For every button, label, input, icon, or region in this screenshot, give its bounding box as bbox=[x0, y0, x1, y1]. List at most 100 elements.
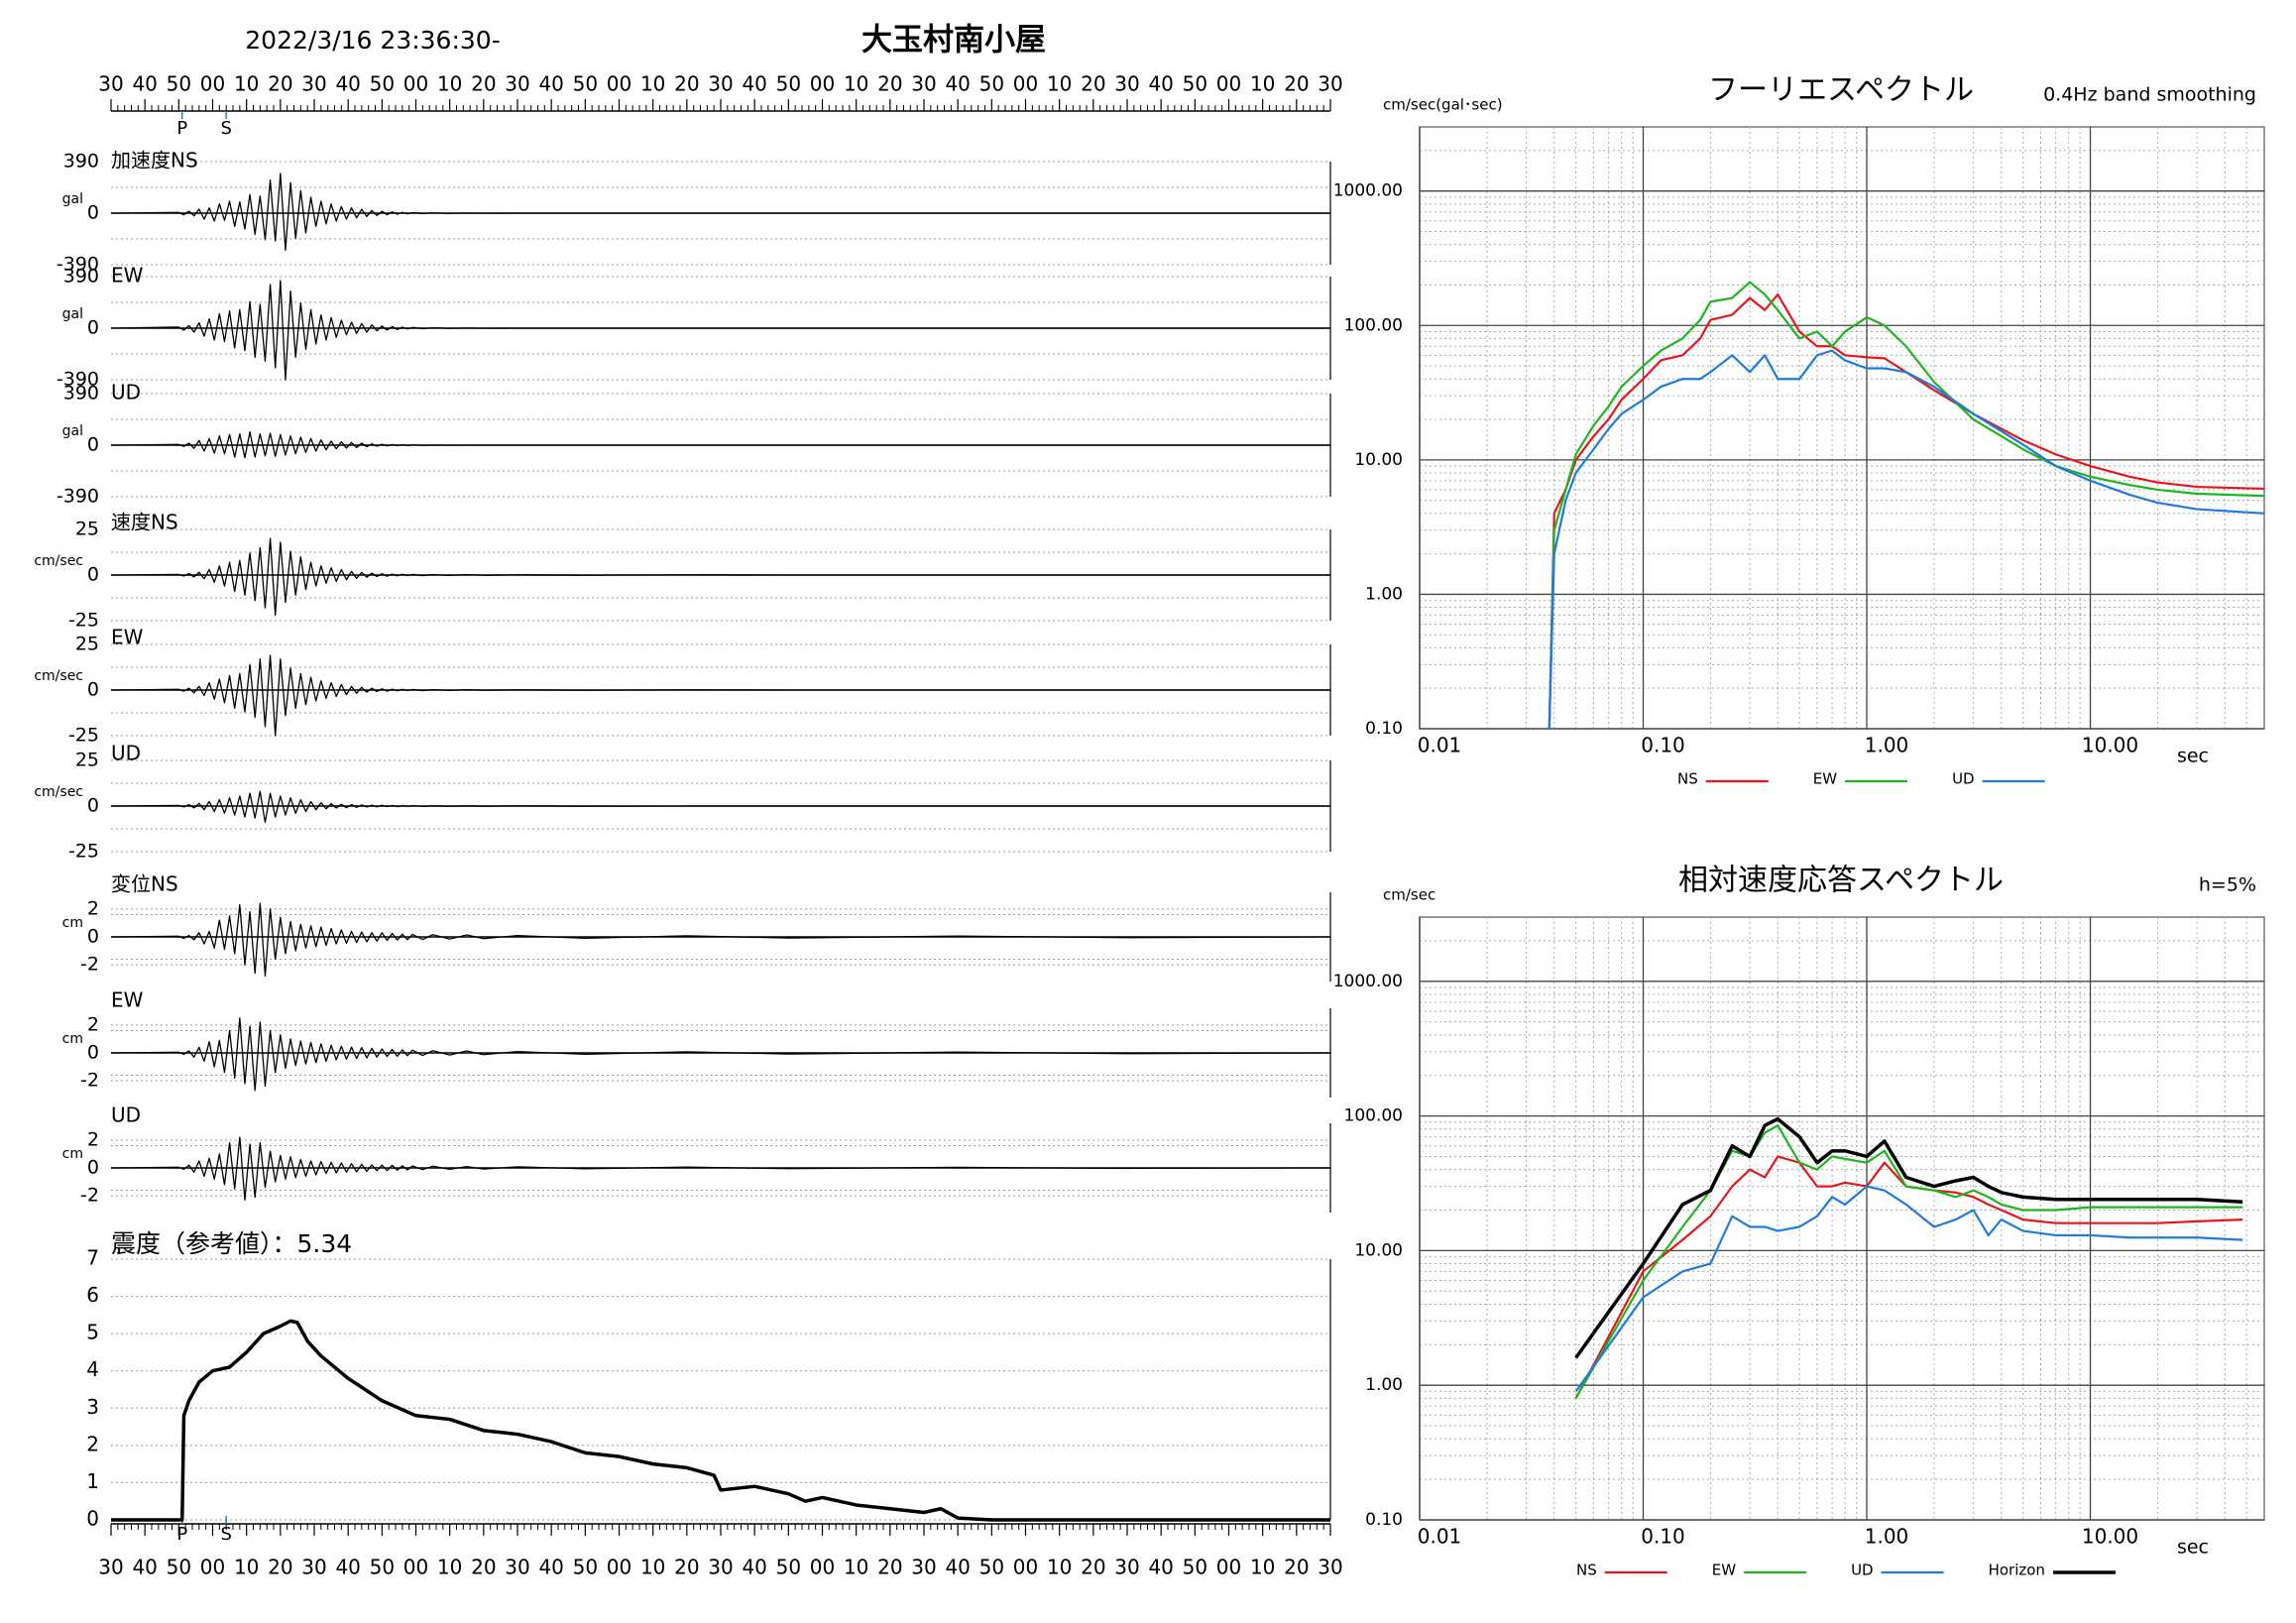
x-tick-label: 30 bbox=[505, 1556, 529, 1579]
x-tick-label: 50 bbox=[979, 1556, 1004, 1579]
y-tick-label: -25 bbox=[68, 610, 99, 632]
x-tick-label: 30 bbox=[911, 1556, 936, 1579]
x-tick-label: 50 bbox=[1183, 72, 1207, 96]
legend-label: UD bbox=[1851, 1562, 1874, 1579]
x-tick-label: 40 bbox=[1148, 72, 1173, 96]
waveform-trace bbox=[110, 790, 1330, 824]
x-tick-label: 50 bbox=[167, 72, 191, 96]
unit-label: cm/sec bbox=[34, 668, 83, 684]
legend-label: UD bbox=[1952, 770, 1975, 788]
y-tick-label: 0 bbox=[87, 926, 99, 948]
waveform-trace bbox=[110, 654, 1330, 737]
chart-title: 震度（参考値）：5.34 bbox=[111, 1229, 352, 1258]
x-tick-label: 40 bbox=[945, 1556, 970, 1579]
x-tick-label: 10 bbox=[640, 1556, 665, 1579]
x-tick-label: 10 bbox=[1250, 1556, 1275, 1579]
y-tick-label: -25 bbox=[68, 725, 99, 747]
x-tick-label: 50 bbox=[167, 1556, 191, 1579]
x-tick-label: 30 bbox=[1114, 72, 1139, 96]
y-tick-label: -390 bbox=[57, 369, 99, 391]
spectrum-line bbox=[1574, 1124, 2243, 1399]
x-tick-label: 40 bbox=[1148, 1556, 1173, 1579]
y-tick-label: 4 bbox=[86, 1357, 99, 1381]
legend-label: NS bbox=[1677, 770, 1698, 788]
x-tick-label: 00 bbox=[403, 1556, 428, 1579]
trace-name: EW bbox=[111, 988, 144, 1012]
x-tick-label: 00 bbox=[1216, 72, 1241, 96]
x-tick-label: 40 bbox=[538, 1556, 563, 1579]
y-tick-label: 390 bbox=[63, 383, 99, 405]
y-tick-label: -25 bbox=[68, 841, 99, 863]
chart-subtitle: 0.4Hz band smoothing bbox=[2043, 84, 2256, 106]
spectrum-line bbox=[1574, 1116, 2243, 1359]
y-tick-label: 0 bbox=[87, 434, 99, 456]
y-tick-label: 0 bbox=[86, 1507, 99, 1531]
y-tick-label: 10.00 bbox=[1354, 450, 1403, 470]
y-tick-label: 0 bbox=[87, 202, 99, 224]
waveform-trace bbox=[110, 173, 1330, 251]
trace-name: UD bbox=[111, 742, 141, 765]
x-tick-label: 50 bbox=[370, 1556, 395, 1579]
x-tick-label: 30 bbox=[301, 1556, 326, 1579]
x-tick-label: 0.01 bbox=[1418, 734, 1462, 757]
x-tick-label: 10 bbox=[234, 1556, 259, 1579]
waveform-trace bbox=[110, 902, 1331, 978]
x-tick-label: 0.10 bbox=[1641, 734, 1685, 757]
y-tick-label: 6 bbox=[86, 1283, 99, 1307]
x-tick-label: 40 bbox=[132, 72, 157, 96]
intensity-line bbox=[111, 1319, 1330, 1522]
x-tick-label: 20 bbox=[1284, 72, 1309, 96]
x-tick-label: 40 bbox=[945, 72, 970, 96]
x-tick-label: 10 bbox=[844, 1556, 868, 1579]
x-tick-label: 1.00 bbox=[1865, 1525, 1909, 1549]
y-tick-label: 3 bbox=[86, 1395, 99, 1419]
unit-label: gal bbox=[62, 191, 83, 207]
y-tick-label: 0 bbox=[87, 317, 99, 339]
plot-frame bbox=[1419, 916, 2265, 1521]
y-tick-label: 0 bbox=[87, 1042, 99, 1064]
x-tick-label: 10 bbox=[437, 72, 462, 96]
x-tick-label: 10 bbox=[640, 72, 665, 96]
phase-marker-label: P bbox=[176, 1524, 187, 1545]
y-tick-label: 1.00 bbox=[1365, 1375, 1403, 1395]
trace-name: EW bbox=[111, 626, 144, 649]
y-tick-label: 2 bbox=[87, 897, 99, 919]
record-datetime: 2022/3/16 23:36:30- bbox=[245, 26, 500, 55]
waveform-trace bbox=[110, 280, 1330, 381]
trace-name: 加速度NS bbox=[111, 149, 198, 173]
x-tick-label: 30 bbox=[98, 72, 123, 96]
unit-label: cm bbox=[62, 915, 83, 931]
y-tick-label: 5 bbox=[86, 1321, 99, 1344]
trace-name: UD bbox=[111, 381, 141, 405]
y-tick-label: 25 bbox=[75, 519, 99, 540]
x-tick-label: 40 bbox=[335, 72, 360, 96]
spectrum-line bbox=[1574, 1185, 2243, 1393]
legend-label: EW bbox=[1813, 770, 1837, 788]
y-tick-label: 0.10 bbox=[1365, 1510, 1403, 1530]
y-tick-label: 2 bbox=[87, 1128, 99, 1150]
legend-label: EW bbox=[1712, 1562, 1736, 1579]
x-tick-label: 10 bbox=[844, 72, 868, 96]
x-tick-label: 50 bbox=[573, 1556, 598, 1579]
x-axis-unit: sec bbox=[2177, 746, 2209, 767]
x-tick-label: 30 bbox=[708, 72, 733, 96]
x-tick-label: 20 bbox=[1081, 1556, 1105, 1579]
y-axis-unit: cm/sec bbox=[1383, 886, 1435, 904]
x-tick-label: 20 bbox=[268, 1556, 292, 1579]
x-tick-label: 20 bbox=[471, 1556, 496, 1579]
chart-subtitle: h=5% bbox=[2199, 874, 2256, 896]
x-tick-label: 40 bbox=[538, 72, 563, 96]
waveform-trace bbox=[110, 537, 1330, 617]
x-tick-label: 10 bbox=[1047, 1556, 1072, 1579]
phase-marker-label: S bbox=[220, 1524, 231, 1545]
x-tick-label: 30 bbox=[1318, 72, 1342, 96]
waveform-trace bbox=[110, 1017, 1331, 1092]
x-tick-label: 20 bbox=[877, 72, 902, 96]
x-tick-label: 30 bbox=[301, 72, 326, 96]
trace-name: EW bbox=[111, 264, 144, 288]
x-tick-label: 20 bbox=[1081, 72, 1105, 96]
y-tick-label: -2 bbox=[80, 954, 99, 976]
legend-label: Horizon bbox=[1989, 1562, 2045, 1579]
x-tick-label: 10 bbox=[437, 1556, 462, 1579]
